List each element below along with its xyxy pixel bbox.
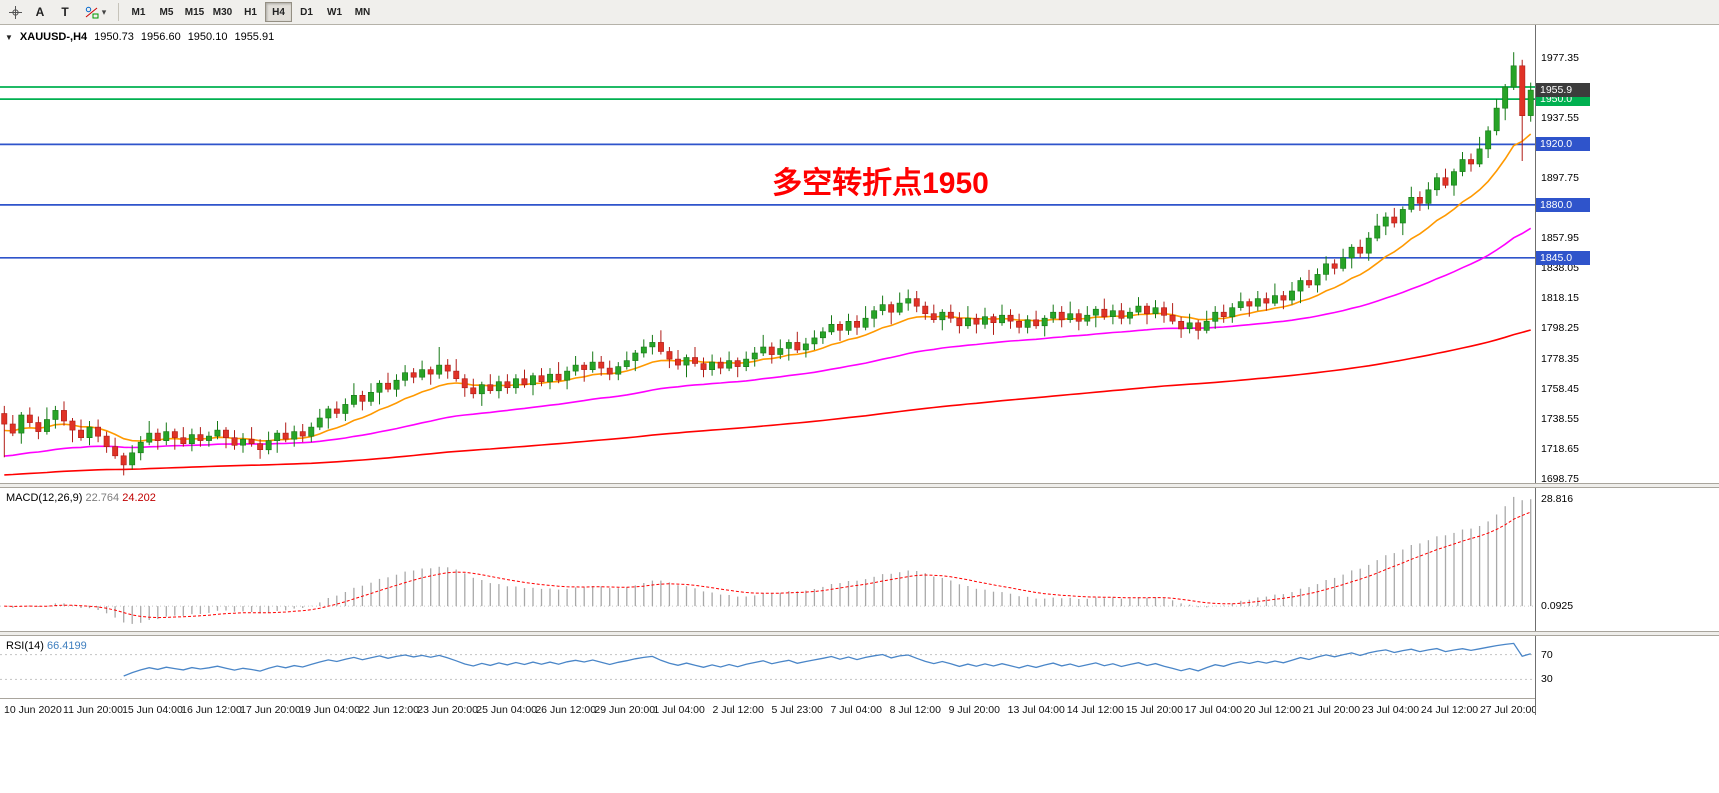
text-label-tool-button[interactable]: T [53,2,77,23]
price-axis[interactable]: 1977.351957.451937.551917.651897.751877.… [1535,25,1719,715]
panel-splitter-rsi[interactable] [0,631,1719,636]
rsi-name: RSI(14) [6,640,44,652]
price-tick-label: 1698.75 [1541,472,1579,485]
time-axis-label: 29 Jun 20:00 [594,704,656,716]
timeframe-button-h4[interactable]: H4 [265,2,292,22]
time-axis-label: 2 Jul 12:00 [712,704,764,716]
rsi-level-low-label: 30 [1541,673,1553,686]
timeframe-button-h1[interactable]: H1 [237,2,264,22]
price-tick-label: 1977.35 [1541,51,1579,64]
time-axis-label: 26 Jun 12:00 [535,704,597,716]
time-axis-label: 15 Jun 04:00 [122,704,183,716]
time-axis-label: 8 Jul 12:00 [889,704,941,716]
time-axis-label: 25 Jun 04:00 [476,704,538,716]
time-axis-label: 27 Jul 20:00 [1479,704,1538,716]
price-tick-label: 1818.15 [1541,292,1579,305]
rsi-level-high-label: 70 [1541,648,1553,661]
crosshair-tool-button[interactable] [3,2,27,23]
panel-splitter-macd[interactable] [0,483,1719,488]
objects-tool-button[interactable]: ▾ [78,2,112,23]
ohlc-close: 1955.91 [234,31,275,43]
price-tick-label: 1738.55 [1541,412,1579,425]
time-axis-label: 13 Jul 04:00 [1007,704,1065,716]
time-axis[interactable]: 10 Jun 2020 11 Jun 20:00 15 Jun 04:00 16 Ju… [0,698,1538,793]
rsi-value: 66.4199 [46,640,87,652]
price-tick-label: 1937.55 [1541,111,1579,124]
time-axis-label: 21 Jul 20:00 [1302,704,1361,716]
symbol-title: XAUUSD-,H4 [19,31,88,43]
dropdown-arrow-icon: ▾ [101,6,107,17]
time-axis-label: 17 Jun 20:00 [240,704,301,716]
macd-name: MACD(12,26,9) [6,492,83,504]
timeframe-button-d1[interactable]: D1 [293,2,320,22]
time-axis-label: 20 Jul 12:00 [1243,704,1302,716]
price-tick-label: 1798.25 [1541,322,1579,335]
price-tick-label: 1718.65 [1541,442,1579,455]
time-axis-label: 11 Jun 20:00 [63,704,123,716]
macd-label: MACD(12,26,9) 22.764 24.202 [6,492,156,504]
crosshair-icon [8,5,22,19]
price-tick-label: 1758.45 [1541,382,1579,395]
macd-value-main: 22.764 [85,492,120,504]
time-axis-label: 16 Jun 12:00 [181,704,242,716]
timeframe-button-mn[interactable]: MN [349,2,376,22]
time-axis-label: 14 Jul 12:00 [1066,704,1124,716]
chart-annotation-text[interactable]: 多空转折点1950 [772,167,989,201]
time-axis-label: 10 Jun 2020 [4,704,62,716]
price-tick-label: 1897.75 [1541,172,1579,185]
time-axis-label: 22 Jun 12:00 [358,704,419,716]
time-axis-label: 23 Jun 20:00 [417,704,478,716]
text-annotation-tool-button[interactable]: A [28,2,52,23]
macd-indicator-canvas[interactable] [0,488,1535,631]
time-axis-label: 7 Jul 04:00 [830,704,882,716]
time-axis-label: 19 Jun 04:00 [299,704,360,716]
timeframe-button-w1[interactable]: W1 [321,2,348,22]
time-axis-label: 17 Jul 04:00 [1184,704,1242,716]
time-axis-label: 5 Jul 23:00 [771,704,823,716]
toolbar-separator [118,3,119,21]
text-a-icon: A [35,5,45,19]
ohlc-high: 1956.60 [140,31,181,43]
time-axis-label: 23 Jul 04:00 [1361,704,1420,716]
timeframe-group: M1 M5 M15 M30 H1 H4 D1 W1 MN [125,2,376,22]
toolbar: A T ▾ M1 M5 M15 M30 H1 H4 D1 W1 MN [0,0,1719,25]
collapse-arrow-icon[interactable]: ▼ [5,32,13,42]
time-axis-label: 15 Jul 20:00 [1125,704,1183,716]
macd-axis-zero-label: 0.0925 [1541,600,1574,613]
ohlc-low: 1950.10 [187,31,228,43]
macd-axis-top-label: 28.816 [1541,493,1574,505]
time-axis-label: 1 Jul 04:00 [653,704,705,716]
timeframe-button-m15[interactable]: M15 [181,2,208,22]
current-price-marker: 1955.9 [1536,83,1590,98]
rsi-label: RSI(14) 66.4199 [6,640,87,652]
price-tick-label: 1778.35 [1541,352,1579,365]
timeframe-button-m1[interactable]: M1 [125,2,152,22]
chart-header: ▼ XAUUSD-,H4 1950.73 1956.60 1950.10 195… [5,31,274,43]
text-t-icon: T [61,5,69,19]
time-axis-label: 24 Jul 12:00 [1420,704,1479,716]
price-level-marker: 1920.0 [1536,137,1590,152]
price-level-marker: 1880.0 [1536,197,1590,212]
price-tick-label: 1857.95 [1541,232,1579,245]
price-level-marker: 1845.0 [1536,250,1590,265]
macd-value-signal: 24.202 [122,492,156,504]
timeframe-button-m5[interactable]: M5 [153,2,180,22]
rsi-indicator-canvas[interactable] [0,636,1535,698]
time-axis-label: 9 Jul 20:00 [948,704,1000,716]
main-chart-canvas[interactable] [0,25,1535,483]
timeframe-button-m30[interactable]: M30 [209,2,236,22]
shapes-icon [85,6,99,18]
ohlc-open: 1950.73 [94,31,134,43]
price-tick-label: 1838.05 [1541,262,1579,275]
